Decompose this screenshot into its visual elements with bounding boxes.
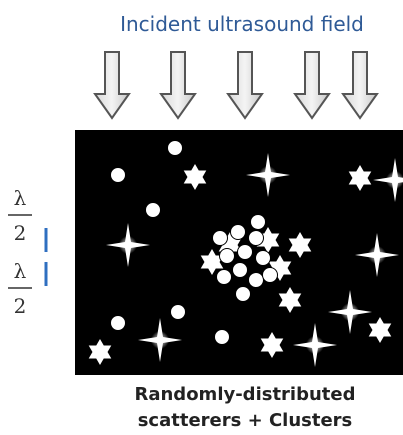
title: Incident ultrasound field (120, 12, 364, 36)
scale: λ 2 λ 2 (8, 186, 46, 318)
lambda: λ (14, 186, 27, 210)
denominator: 2 (14, 221, 27, 245)
lambda: λ (14, 259, 27, 283)
caption: Randomly-distributed (134, 384, 355, 405)
caption: scatterers + Clusters (138, 410, 353, 431)
diagram: Incident ultrasound field λ 2 λ 2 Random… (0, 0, 403, 435)
denominator: 2 (14, 294, 27, 318)
incident-arrows (95, 52, 377, 118)
